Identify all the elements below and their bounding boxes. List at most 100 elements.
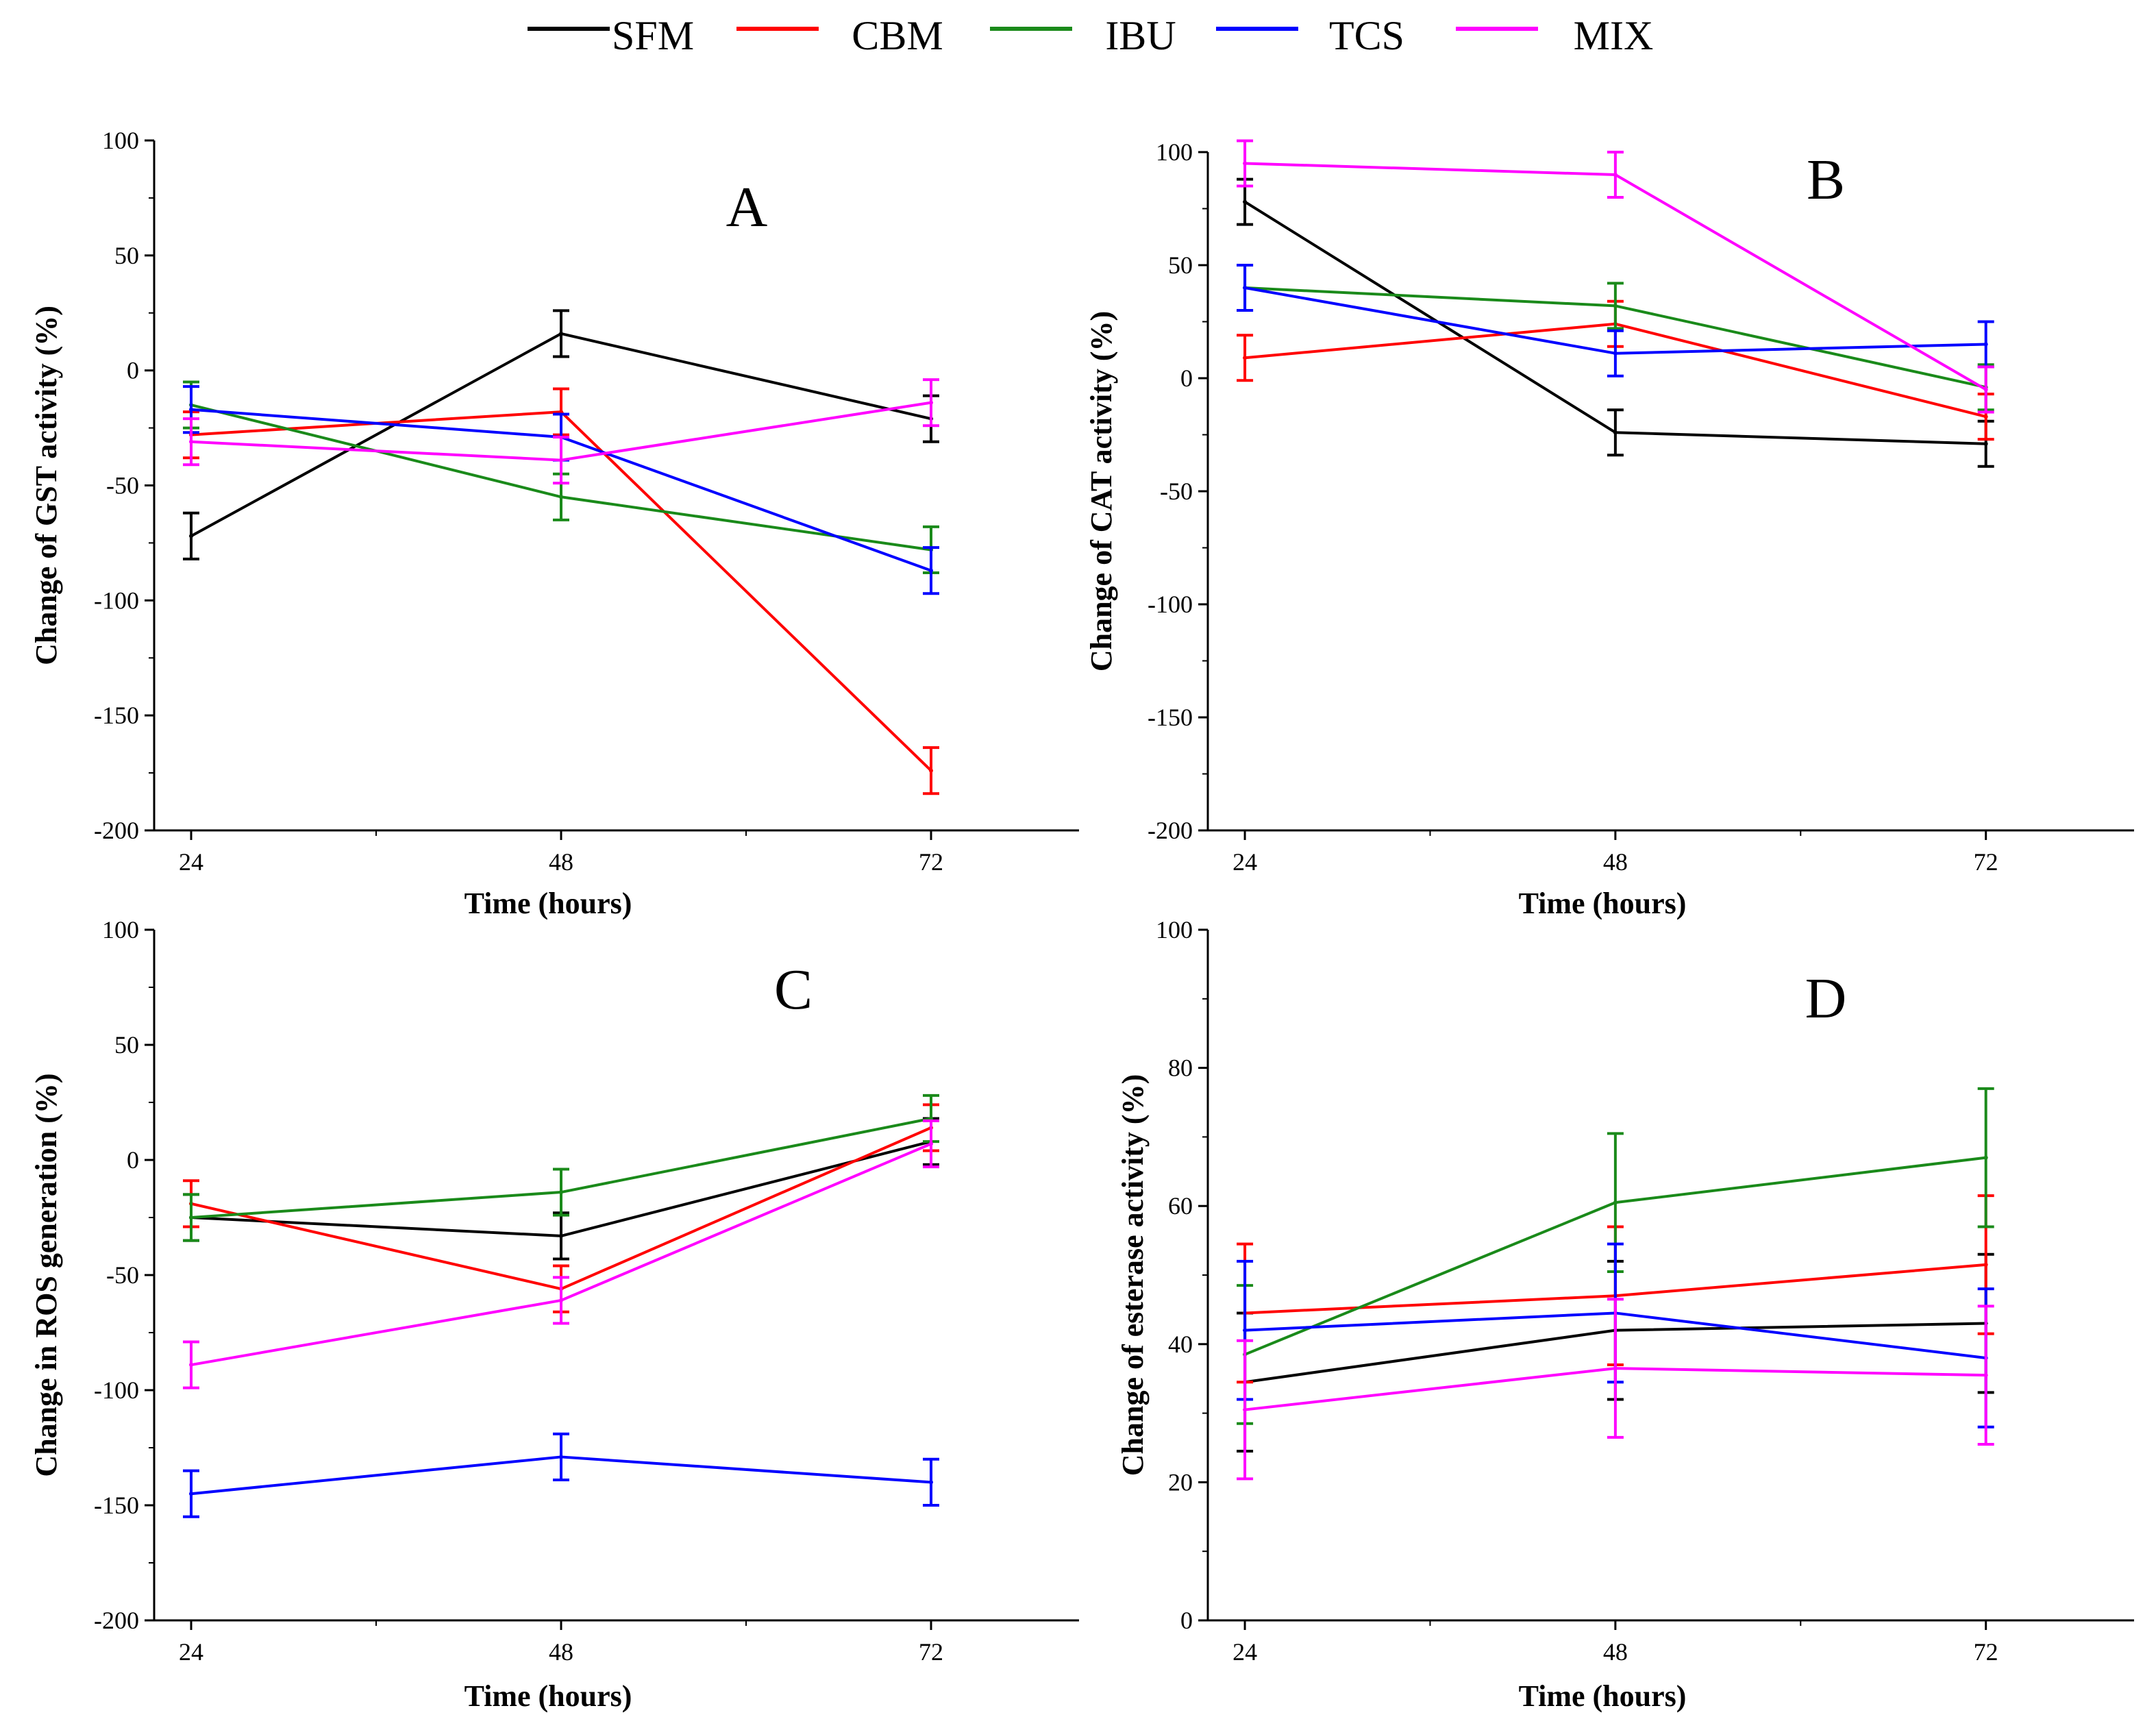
panels: 100 50 0 -50 -100 -150 -200 24 48 72 Time (hours) C… [29, 127, 2134, 1713]
panel-b-series-mix-point [1983, 387, 1988, 392]
panel-d-series-mix-point [1983, 1373, 1988, 1378]
panel-d: 100 80 60 40 20 0 24 48 72 Time (hours) Change of … [1116, 916, 2134, 1713]
panel-a-series-cbm-point [929, 768, 933, 773]
panel-c-series-tcs-point [559, 1455, 563, 1459]
legend-item-sfm: SFM [528, 13, 694, 58]
panel-c-y-tick-label: 0 [127, 1146, 139, 1174]
panel-a-letter: A [726, 175, 768, 239]
panel-d-y-tick-label: 80 [1168, 1054, 1193, 1082]
panel-b-series-mix-point [1613, 173, 1618, 177]
panel-c-series-tcs [183, 1432, 939, 1518]
panel-b-y-tick-label: -100 [1148, 591, 1193, 618]
panel-b-series-sfm-point [1983, 441, 1988, 446]
legend: SFM CBM IBU TCS MIX [528, 13, 1653, 58]
panel-b-series-sfm-point [1613, 430, 1618, 435]
panel-c-y-axis-title: Change in ROS generation (%) [29, 1073, 63, 1476]
panel-b-y-tick-label: 50 [1168, 251, 1193, 279]
panel-c-y-tick-label: -150 [94, 1492, 139, 1519]
panel-b-series-sfm-point [1243, 199, 1248, 204]
panel-c-series-ibu-point [559, 1190, 563, 1195]
panel-b-y-tick-label: 0 [1180, 364, 1193, 392]
panel-d-x-tick-label: 72 [1974, 1638, 1998, 1666]
panel-b-letter: B [1807, 148, 1845, 212]
panel-b-y-tick-label: 100 [1156, 138, 1193, 166]
panel-a-series-mix [183, 378, 939, 485]
panel-d-series-ibu-point [1613, 1200, 1618, 1205]
panel-a-series-tcs-point [189, 407, 193, 412]
panel-a-x-axis-title: Time (hours) [464, 887, 632, 920]
panel-c-y-tick-label: 100 [102, 916, 139, 943]
panel-c-y-tick-label: 50 [114, 1031, 139, 1059]
panel-d-x-tick-label: 24 [1232, 1638, 1257, 1666]
panel-b-series-mix-point [1243, 161, 1248, 166]
legend-item-tcs: TCS [1216, 13, 1404, 58]
panel-c-series-mix-point [929, 1141, 933, 1146]
panel-b-x-tick-label: 72 [1974, 848, 1998, 876]
panel-c-x-tick-label: 48 [549, 1638, 573, 1666]
panel-c-series-mix [183, 1119, 939, 1389]
legend-label-mix: MIX [1574, 13, 1654, 58]
panel-a-y-tick-label: -50 [106, 472, 139, 499]
panel-b-series-tcs-point [1243, 286, 1248, 290]
panel-d-x-tick-label: 48 [1603, 1638, 1628, 1666]
panel-d-y-tick-label: 0 [1180, 1607, 1193, 1634]
panel-b-series-cbm-point [1983, 415, 1988, 419]
panel-d-series-mix [1237, 1298, 1994, 1481]
panel-c-x-tick-label: 72 [919, 1638, 943, 1666]
panel-b-series-tcs-point [1613, 351, 1618, 356]
panel-a-y-tick-label: -100 [94, 586, 139, 614]
panel-c-series-tcs-point [189, 1492, 193, 1496]
panel-d-series-mix-point [1613, 1366, 1618, 1371]
panel-d-y-tick-label: 40 [1168, 1331, 1193, 1358]
legend-label-tcs: TCS [1329, 13, 1404, 58]
panel-b-y-axis-title: Change of CAT activity (%) [1085, 311, 1118, 671]
panel-c-y-tick-label: -50 [106, 1261, 139, 1289]
panel-b-x-tick-label: 48 [1603, 848, 1628, 876]
legend-item-mix: MIX [1456, 13, 1653, 58]
panel-a-y-tick-label: 50 [114, 242, 139, 269]
panel-d-series-cbm-point [1983, 1262, 1988, 1267]
panel-a-series-ibu-point [559, 495, 563, 499]
panel-b-y-tick-label: -150 [1148, 704, 1193, 731]
panel-c-x-tick-label: 24 [179, 1638, 203, 1666]
panel-a-x-tick-label: 72 [919, 848, 943, 876]
panel-d-y-tick-label: 60 [1168, 1192, 1193, 1220]
panel-d-series-mix-point [1243, 1407, 1248, 1412]
legend-label-ibu: IBU [1105, 13, 1176, 58]
panel-b-series-cbm-point [1243, 356, 1248, 360]
panel-a-x-tick-label: 24 [179, 848, 203, 876]
panel-a-x-tick-label: 48 [549, 848, 573, 876]
panel-c-x-axis-title: Time (hours) [464, 1679, 632, 1713]
legend-label-cbm: CBM [852, 13, 943, 58]
panel-a-series-mix-point [559, 458, 563, 462]
panel-d-x-axis-title: Time (hours) [1519, 1679, 1687, 1713]
panel-a: 100 50 0 -50 -100 -150 -200 24 48 72 Time (hours) C… [29, 127, 1079, 920]
panel-a-series-sfm-point [559, 331, 563, 336]
panel-c: 100 50 0 -50 -100 -150 -200 24 48 72 Time (hours) C… [29, 916, 1079, 1713]
panel-b-series-ibu-point [1613, 304, 1618, 308]
panel-a-series-mix-point [929, 400, 933, 405]
panel-b-x-axis-title: Time (hours) [1519, 887, 1687, 920]
panel-d-series-tcs-point [1243, 1328, 1248, 1333]
panel-a-y-tick-label: -150 [94, 702, 139, 729]
panel-c-series-ibu-point [189, 1215, 193, 1220]
panel-a-y-axis-title: Change of GST activity (%) [29, 306, 63, 665]
panel-a-series-tcs-point [929, 568, 933, 573]
legend-item-ibu: IBU [990, 13, 1176, 58]
panel-d-y-tick-label: 20 [1168, 1468, 1193, 1496]
panel-a-y-tick-label: 100 [102, 127, 139, 154]
panel-a-series-sfm-point [189, 534, 193, 539]
panel-d-y-tick-label: 100 [1156, 916, 1193, 943]
panel-c-series-mix-point [189, 1363, 193, 1368]
panel-a-series-mix-point [189, 439, 193, 444]
panel-c-series-mix-point [559, 1298, 563, 1302]
panel-a-y-tick-label: 0 [127, 357, 139, 384]
panel-c-letter: C [774, 958, 813, 1022]
legend-label-sfm: SFM [612, 13, 694, 58]
panel-b: 100 50 0 -50 -100 -150 -200 24 48 72 Time (hours) C… [1085, 138, 2134, 920]
legend-item-cbm: CBM [736, 13, 943, 58]
panel-c-y-tick-label: -100 [94, 1376, 139, 1404]
panel-c-series-sfm-point [559, 1233, 563, 1238]
panel-d-series-ibu-point [1983, 1155, 1988, 1160]
